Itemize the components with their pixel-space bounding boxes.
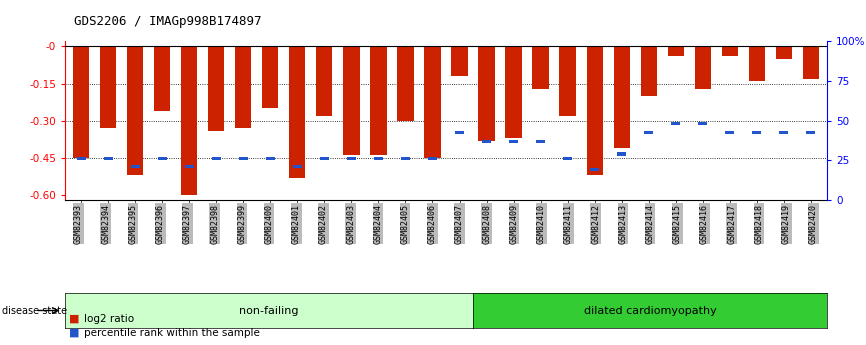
Text: GSM82410: GSM82410 (537, 204, 546, 244)
Text: GSM82413: GSM82413 (618, 204, 627, 244)
Text: dilated cardiomyopathy: dilated cardiomyopathy (584, 306, 716, 315)
Bar (343, 46, 359, 156)
Text: GSM82402: GSM82402 (319, 204, 328, 244)
Bar (563, 157, 572, 160)
Text: GSM82397: GSM82397 (183, 204, 192, 244)
Text: non-failing: non-failing (239, 306, 299, 315)
Bar (455, 131, 464, 134)
Bar (424, 46, 441, 158)
Bar (428, 157, 437, 160)
Bar (721, 46, 738, 56)
Bar (184, 165, 194, 168)
Bar (262, 46, 279, 108)
Bar (401, 157, 410, 160)
Bar (509, 140, 518, 144)
Bar (536, 140, 545, 144)
Bar (590, 168, 599, 171)
Text: GSM82406: GSM82406 (428, 204, 436, 244)
Bar (100, 46, 116, 128)
Bar (671, 121, 680, 125)
Bar (289, 46, 306, 178)
Bar (127, 46, 143, 175)
Text: GSM82419: GSM82419 (782, 204, 791, 244)
Text: GSM82412: GSM82412 (591, 204, 600, 244)
Text: GSM82403: GSM82403 (346, 204, 355, 244)
Bar (293, 165, 302, 168)
Text: GSM82408: GSM82408 (482, 204, 491, 244)
Bar (316, 46, 333, 116)
Bar (806, 131, 815, 134)
Bar (613, 46, 630, 148)
Bar (559, 46, 576, 116)
Bar (482, 140, 491, 144)
Text: GSM82404: GSM82404 (373, 204, 383, 244)
Text: GSM82407: GSM82407 (456, 204, 464, 244)
Bar (77, 157, 86, 160)
Bar (236, 46, 251, 128)
Bar (212, 157, 221, 160)
Text: GSM82414: GSM82414 (646, 204, 655, 244)
Text: GSM82399: GSM82399 (237, 204, 246, 244)
Text: GSM82418: GSM82418 (754, 204, 764, 244)
Text: disease state: disease state (2, 306, 67, 315)
Bar (239, 157, 248, 160)
Text: GSM82405: GSM82405 (401, 204, 410, 244)
Text: ■: ■ (69, 328, 80, 338)
Bar (208, 46, 224, 131)
Text: GSM82420: GSM82420 (809, 204, 818, 244)
Bar (753, 131, 761, 134)
Bar (749, 46, 765, 81)
Bar (779, 131, 788, 134)
Bar (506, 46, 521, 138)
Text: GSM82394: GSM82394 (101, 204, 110, 244)
Text: GSM82395: GSM82395 (128, 204, 138, 244)
Bar (266, 157, 275, 160)
Text: GSM82393: GSM82393 (74, 204, 83, 244)
Bar (181, 46, 197, 195)
Bar (451, 46, 468, 76)
Bar (668, 46, 684, 56)
Bar (726, 131, 734, 134)
Bar (320, 157, 329, 160)
Bar (154, 46, 171, 111)
Text: GSM82400: GSM82400 (265, 204, 274, 244)
Bar (617, 152, 626, 156)
Bar (695, 46, 711, 89)
Text: GSM82417: GSM82417 (727, 204, 736, 244)
Bar (104, 157, 113, 160)
Text: ■: ■ (69, 314, 80, 324)
Bar (73, 46, 89, 158)
Text: GSM82401: GSM82401 (292, 204, 301, 244)
Bar (478, 46, 494, 141)
Text: GSM82396: GSM82396 (156, 204, 165, 244)
Text: GSM82415: GSM82415 (673, 204, 682, 244)
Text: GSM82411: GSM82411 (564, 204, 573, 244)
Text: GDS2206 / IMAGp998B174897: GDS2206 / IMAGp998B174897 (74, 14, 262, 28)
Bar (776, 46, 792, 59)
Text: GSM82416: GSM82416 (700, 204, 709, 244)
Bar (374, 157, 383, 160)
Bar (586, 46, 603, 175)
Bar (397, 46, 414, 121)
Text: log2 ratio: log2 ratio (84, 314, 134, 324)
Bar (371, 46, 386, 156)
Bar (803, 46, 819, 79)
Bar (347, 157, 356, 160)
Bar (644, 131, 653, 134)
Bar (158, 157, 166, 160)
Bar (641, 46, 656, 96)
Text: GSM82409: GSM82409 (509, 204, 519, 244)
Text: GSM82398: GSM82398 (210, 204, 219, 244)
Bar (698, 121, 708, 125)
Bar (533, 46, 549, 89)
Text: percentile rank within the sample: percentile rank within the sample (84, 328, 260, 338)
Bar (131, 165, 139, 168)
